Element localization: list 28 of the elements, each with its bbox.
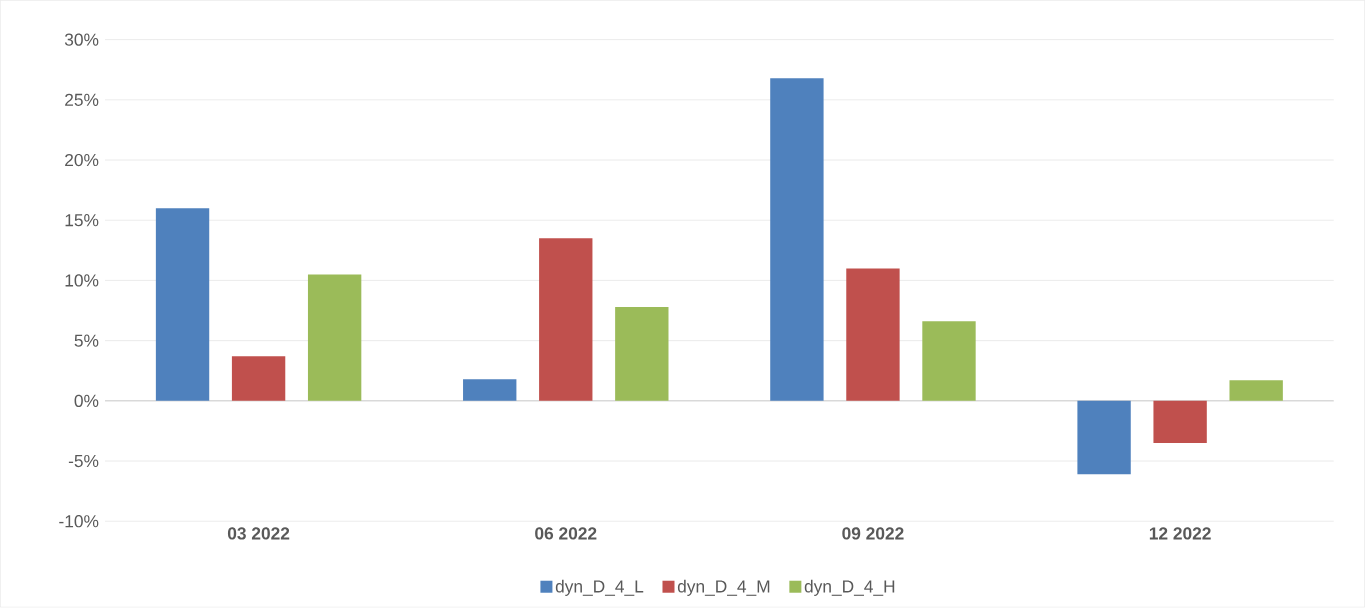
x-tick-label: 12 2022 (1149, 527, 1211, 540)
bar (155, 208, 210, 402)
bar (1153, 401, 1207, 444)
bar (770, 78, 824, 402)
bar (463, 379, 517, 402)
y-tick-label: 20% (65, 154, 99, 167)
bar (231, 356, 286, 402)
y-tick-label: 10% (65, 274, 99, 287)
legend-label: dyn_D_4_L (555, 580, 644, 597)
x-tick-label: 03 2022 (227, 527, 290, 540)
y-tick-label: 0% (74, 394, 99, 408)
x-tick-label: 06 2022 (535, 527, 597, 540)
bar (922, 321, 976, 402)
bar (1229, 380, 1283, 402)
y-tick-label: 15% (65, 214, 99, 227)
bar (1077, 401, 1131, 475)
x-tick-label: 09 2022 (842, 527, 904, 540)
y-tick-label: 30% (64, 33, 99, 46)
legend-label: dyn_D_4_H (804, 580, 895, 597)
bar (615, 307, 669, 402)
bar (846, 268, 900, 402)
legend-label: dyn_D_4_M (677, 580, 770, 597)
y-tick-label: -5% (68, 455, 99, 468)
y-tick-label: 25% (65, 93, 99, 107)
y-tick-label: -10% (59, 515, 99, 528)
y-tick-label: 5% (74, 334, 99, 347)
bar (539, 238, 593, 402)
bar (307, 274, 362, 402)
